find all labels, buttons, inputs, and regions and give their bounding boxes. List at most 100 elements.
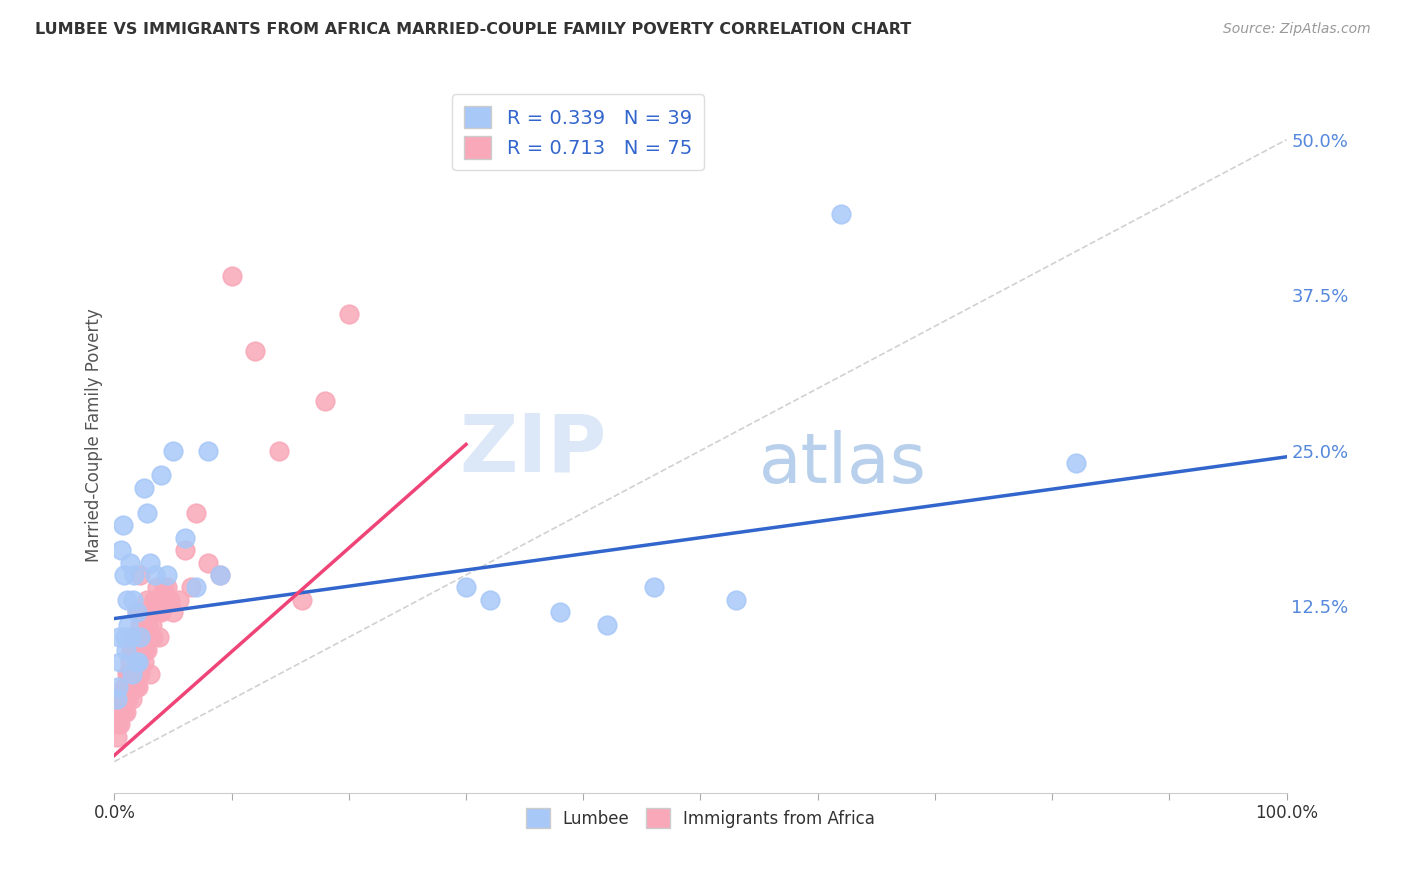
Point <box>135 630 157 644</box>
Point <box>162 605 184 619</box>
Point <box>643 581 665 595</box>
Point <box>125 655 148 669</box>
Point <box>138 556 160 570</box>
Point <box>221 269 243 284</box>
Point <box>173 543 195 558</box>
Point <box>117 667 139 681</box>
Point <box>136 592 159 607</box>
Legend: Lumbee, Immigrants from Africa: Lumbee, Immigrants from Africa <box>520 802 882 834</box>
Point <box>186 506 208 520</box>
Point <box>454 581 477 595</box>
Point <box>128 655 150 669</box>
Point <box>156 581 179 595</box>
Point <box>118 680 141 694</box>
Point <box>112 705 135 719</box>
Text: LUMBEE VS IMMIGRANTS FROM AFRICA MARRIED-COUPLE FAMILY POVERTY CORRELATION CHART: LUMBEE VS IMMIGRANTS FROM AFRICA MARRIED… <box>35 22 911 37</box>
Point <box>143 592 166 607</box>
Point <box>110 655 132 669</box>
Point <box>120 642 142 657</box>
Point <box>136 642 159 657</box>
Point <box>134 642 156 657</box>
Point <box>125 605 148 619</box>
Point <box>136 506 159 520</box>
Point <box>139 605 162 619</box>
Point <box>138 667 160 681</box>
Point <box>596 617 619 632</box>
Point <box>118 655 141 669</box>
Point <box>125 605 148 619</box>
Point <box>124 667 146 681</box>
Text: ZIP: ZIP <box>460 410 607 488</box>
Point <box>124 630 146 644</box>
Point <box>132 481 155 495</box>
Point <box>120 630 142 644</box>
Point <box>115 705 138 719</box>
Point <box>122 642 145 657</box>
Point <box>117 667 139 681</box>
Point <box>124 568 146 582</box>
Point <box>830 207 852 221</box>
Point <box>145 581 167 595</box>
Point <box>197 556 219 570</box>
Point <box>162 443 184 458</box>
Point <box>108 630 131 644</box>
Point <box>156 568 179 582</box>
Point <box>105 692 128 706</box>
Text: atlas: atlas <box>759 430 927 497</box>
Point <box>129 568 152 582</box>
Text: Source: ZipAtlas.com: Source: ZipAtlas.com <box>1223 22 1371 37</box>
Point <box>110 705 132 719</box>
Point <box>120 680 142 694</box>
Point <box>124 630 146 644</box>
Point <box>159 592 181 607</box>
Point <box>110 692 132 706</box>
Point <box>122 680 145 694</box>
Point <box>122 592 145 607</box>
Point <box>142 630 165 644</box>
Point <box>267 443 290 458</box>
Point <box>153 592 176 607</box>
Point <box>314 393 336 408</box>
Point <box>180 581 202 595</box>
Point <box>105 730 128 744</box>
Point <box>141 617 163 632</box>
Point <box>112 680 135 694</box>
Point <box>117 617 139 632</box>
Point <box>124 680 146 694</box>
Y-axis label: Married-Couple Family Poverty: Married-Couple Family Poverty <box>86 308 103 562</box>
Point <box>127 642 149 657</box>
Point <box>186 581 208 595</box>
Point <box>208 568 231 582</box>
Point <box>167 592 190 607</box>
Point <box>152 581 174 595</box>
Point <box>111 692 134 706</box>
Point <box>108 705 131 719</box>
Point <box>127 655 149 669</box>
Point <box>724 592 747 607</box>
Point <box>291 592 314 607</box>
Point <box>131 642 153 657</box>
Point <box>129 667 152 681</box>
Point <box>150 468 173 483</box>
Point <box>197 443 219 458</box>
Point <box>150 605 173 619</box>
Point <box>121 667 143 681</box>
Point <box>107 680 129 694</box>
Point <box>138 617 160 632</box>
Point <box>132 605 155 619</box>
Point <box>1064 456 1087 470</box>
Point <box>145 592 167 607</box>
Point <box>121 667 143 681</box>
Point <box>127 605 149 619</box>
Point <box>115 642 138 657</box>
Point <box>117 592 139 607</box>
Point <box>118 667 141 681</box>
Point <box>117 692 139 706</box>
Point <box>132 655 155 669</box>
Point <box>127 680 149 694</box>
Point <box>107 717 129 731</box>
Point <box>146 605 169 619</box>
Point <box>112 568 135 582</box>
Point <box>173 531 195 545</box>
Point <box>148 630 170 644</box>
